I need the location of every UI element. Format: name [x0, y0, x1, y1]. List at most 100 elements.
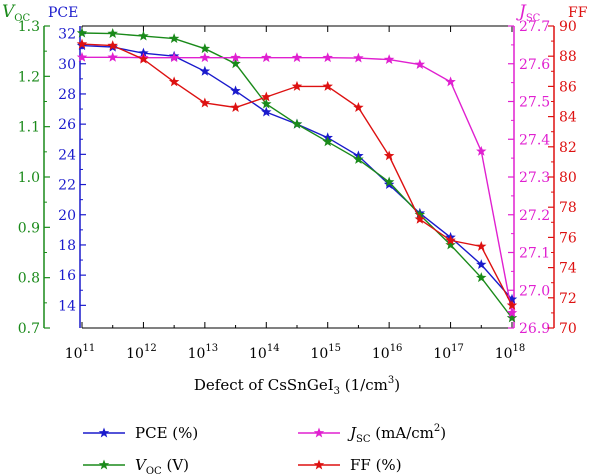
data-point-voc [107, 28, 118, 38]
x-tick-label: 1011 [65, 343, 96, 362]
jsc-tick-label: 27.1 [519, 246, 550, 262]
ff-tick-label: 78 [559, 200, 577, 216]
data-point-voc [76, 27, 88, 38]
x-tick-label: 1012 [126, 343, 157, 362]
ff-tick-label: 86 [559, 79, 577, 95]
pce-tick-label: 16 [58, 268, 76, 284]
axes-layer: 1011 1012 1013 1014 1015 1016 1017 1018 Defect o… [2, 2, 588, 397]
legend: PCE (%) JSC (mA/cm2) VOC (V) FF (%) [83, 423, 446, 476]
voc-tick-label: 1.2 [18, 69, 40, 85]
data-point-jsc [261, 52, 272, 63]
legend-label-jsc: JSC (mA/cm2) [347, 423, 446, 445]
data-point-jsc [230, 52, 241, 63]
jsc-tick-label: 27.7 [519, 19, 550, 35]
data-point-jsc [506, 307, 518, 318]
data-point-voc [353, 153, 364, 164]
jsc-axis-title: JSC [516, 2, 541, 24]
data-point-voc [138, 30, 149, 41]
ff-tick-label: 84 [559, 110, 577, 126]
pce-tick-label: 26 [58, 117, 76, 133]
x-tick-label: 1015 [310, 343, 341, 362]
ff-tick-label: 88 [559, 49, 577, 65]
x-tick-label: 1016 [372, 343, 403, 362]
pce-axis-title: PCE [48, 5, 78, 21]
data-point-pce [199, 65, 211, 76]
data-point-ff [261, 91, 272, 102]
data-point-ff [476, 240, 487, 251]
data-point-voc [506, 312, 518, 323]
voc-tick-label: 0.7 [18, 321, 40, 337]
jsc-tick-label: 27.2 [519, 208, 550, 224]
data-point-pce [261, 106, 272, 117]
data-point-jsc [383, 54, 395, 65]
pce-tick-label: 14 [58, 298, 76, 314]
jsc-tick-label: 27.5 [519, 95, 550, 111]
x-tick-label: 1018 [495, 343, 526, 362]
ff-tick-label: 82 [559, 140, 577, 156]
data-point-jsc [199, 52, 211, 63]
legend-marker-jsc [313, 427, 325, 438]
data-point-ff [383, 150, 395, 161]
pce-tick-label: 20 [58, 208, 76, 224]
data-point-jsc [168, 52, 180, 63]
legend-marker-voc [98, 459, 110, 470]
series-layer [76, 27, 518, 323]
data-point-voc [168, 33, 180, 44]
ff-tick-label: 80 [559, 170, 577, 186]
series-line-voc [81, 32, 513, 319]
data-point-voc [383, 176, 395, 187]
data-point-jsc [353, 52, 364, 63]
data-point-pce [506, 293, 518, 304]
legend-marker-ff [313, 459, 325, 470]
data-point-jsc [476, 145, 487, 156]
jsc-tick-label: 27.0 [519, 283, 550, 299]
data-point-jsc [445, 76, 456, 87]
legend-marker-pce [98, 427, 110, 438]
data-point-ff [168, 76, 180, 87]
data-point-jsc [76, 51, 88, 62]
ff-axis-title: FF [568, 5, 588, 21]
data-point-voc [199, 43, 211, 54]
voc-tick-label: 1.0 [18, 170, 40, 186]
pce-tick-label: 32 [58, 27, 76, 43]
data-point-pce [476, 259, 487, 270]
pce-tick-label: 22 [58, 178, 76, 194]
data-point-ff [445, 234, 456, 245]
series-line-jsc [82, 56, 513, 314]
data-point-voc [291, 118, 303, 129]
data-point-ff [138, 53, 149, 64]
data-point-voc [445, 239, 456, 250]
data-point-ff [353, 102, 364, 112]
data-point-ff [506, 299, 518, 310]
data-point-voc [230, 58, 241, 69]
data-point-voc [476, 272, 487, 283]
jsc-tick-label: 27.3 [519, 170, 550, 186]
x-axis-title: Defect of CsSnGeI3 (1/cm3) [194, 375, 400, 397]
data-point-voc [322, 136, 333, 147]
voc-tick-label: 1.3 [18, 19, 40, 35]
ff-tick-label: 74 [559, 261, 577, 277]
data-point-jsc [291, 52, 303, 63]
data-point-ff [107, 40, 118, 51]
data-point-ff [199, 97, 211, 108]
voc-tick-label: 1.1 [18, 120, 40, 136]
data-point-pce [230, 85, 241, 96]
legend-label-ff: FF (%) [350, 456, 402, 474]
data-point-jsc [414, 59, 426, 69]
data-point-ff [291, 80, 303, 91]
ff-tick-label: 72 [559, 291, 577, 307]
jsc-tick-label: 26.9 [519, 321, 550, 337]
data-point-ff [322, 80, 333, 91]
data-point-ff [230, 102, 241, 112]
data-point-jsc [322, 52, 333, 63]
voc-tick-label: 0.8 [18, 271, 40, 287]
x-tick-label: 1013 [188, 343, 219, 362]
data-point-jsc [107, 51, 118, 62]
pce-tick-label: 24 [58, 147, 76, 163]
x-tick-label: 1014 [249, 343, 280, 362]
pce-tick-label: 30 [58, 57, 76, 73]
legend-label-voc: VOC (V) [135, 456, 189, 476]
ff-tick-label: 76 [559, 230, 577, 246]
x-tick-label: 1017 [433, 343, 464, 362]
